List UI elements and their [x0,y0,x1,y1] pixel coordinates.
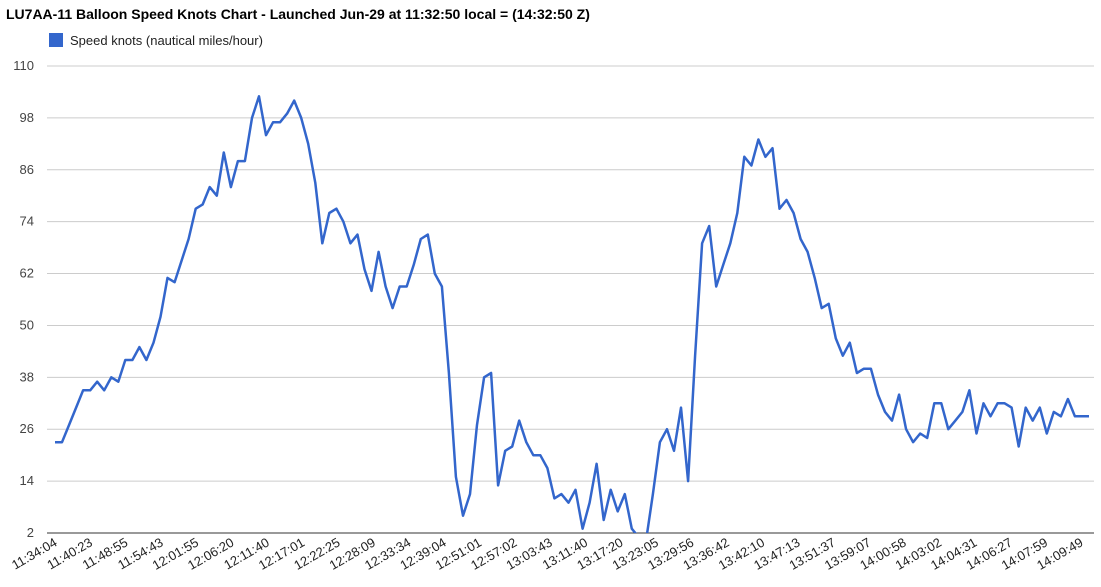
legend: Speed knots (nautical miles/hour) [49,31,263,49]
y-tick-label: 26 [20,421,34,436]
y-axis-labels: 2 14 26 38 50 62 74 86 98 110 [13,58,34,540]
x-axis-labels: 11:34:0411:40:2311:48:5511:54:4312:01:55… [9,535,1085,573]
y-tick-label: 110 [13,58,34,73]
legend-label: Speed knots (nautical miles/hour) [70,32,263,48]
y-tick-label: 14 [20,473,34,488]
series-line-speed-knots [55,95,1089,533]
y-tick-label: 50 [20,317,34,332]
y-tick-label: 38 [20,369,34,384]
y-tick-label: 62 [20,266,34,281]
y-tick-label: 74 [20,214,34,229]
y-tick-label: 2 [27,525,34,540]
legend-swatch [49,33,63,47]
y-tick-label: 98 [20,110,34,125]
grid-lines [47,65,1094,534]
chart-title: LU7AA-11 Balloon Speed Knots Chart - Lau… [6,6,590,22]
y-tick-label: 86 [20,162,34,177]
series-layer [55,95,1089,533]
